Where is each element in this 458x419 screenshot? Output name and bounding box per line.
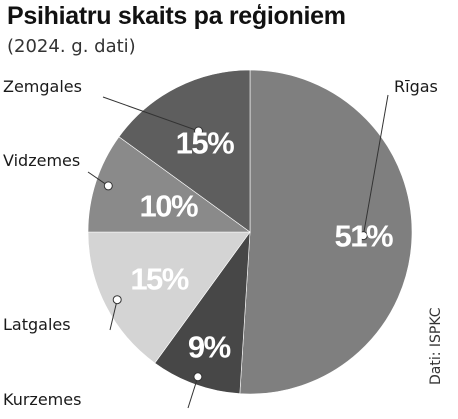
leader-dot-vidzemes bbox=[103, 181, 113, 191]
pie-slice-vidzemes bbox=[87, 136, 251, 233]
leader-dot-latgales bbox=[112, 295, 122, 305]
pct-label-vidzemes: 10% bbox=[140, 189, 198, 224]
category-label-kurzemes: Kurzemes bbox=[3, 390, 81, 409]
pct-label-kurzemes: 9% bbox=[188, 329, 231, 364]
pct-label-zemgales: 15% bbox=[176, 126, 234, 161]
pie-slice-latgales bbox=[87, 231, 251, 364]
category-label-rigas: Rīgas bbox=[394, 77, 438, 96]
leader-line-latgales bbox=[109, 299, 118, 331]
leader-line-rigas bbox=[362, 94, 389, 236]
leader-lines bbox=[87, 94, 389, 409]
leader-line-zemgales bbox=[102, 96, 199, 132]
pie-slice-rigas bbox=[239, 69, 413, 395]
pie-slice-zemgales bbox=[118, 69, 251, 233]
category-label-zemgales: Zemgales bbox=[3, 77, 82, 96]
leader-line-kurzemes bbox=[187, 376, 199, 409]
leader-dot-rigas bbox=[358, 231, 368, 241]
category-labels: Rīgas Kurzemes Latgales Vidzemes Zemgales bbox=[3, 77, 438, 409]
chart-title: Psihiatru skaits pa reģioniem bbox=[7, 2, 346, 30]
chart-subtitle: (2024. g. dati) bbox=[7, 36, 136, 57]
percentage-labels: 51%9%15%10%15% bbox=[130, 126, 394, 365]
pie-slices bbox=[87, 69, 413, 395]
leader-dot-zemgales bbox=[194, 126, 203, 136]
leader-dot-kurzemes bbox=[193, 372, 203, 382]
category-label-vidzemes: Vidzemes bbox=[3, 151, 80, 170]
pct-label-latgales: 15% bbox=[130, 261, 188, 296]
pct-label-rigas: 51% bbox=[335, 219, 393, 254]
category-label-latgales: Latgales bbox=[3, 315, 71, 334]
source-note: Dati: ISPKC bbox=[428, 307, 444, 385]
